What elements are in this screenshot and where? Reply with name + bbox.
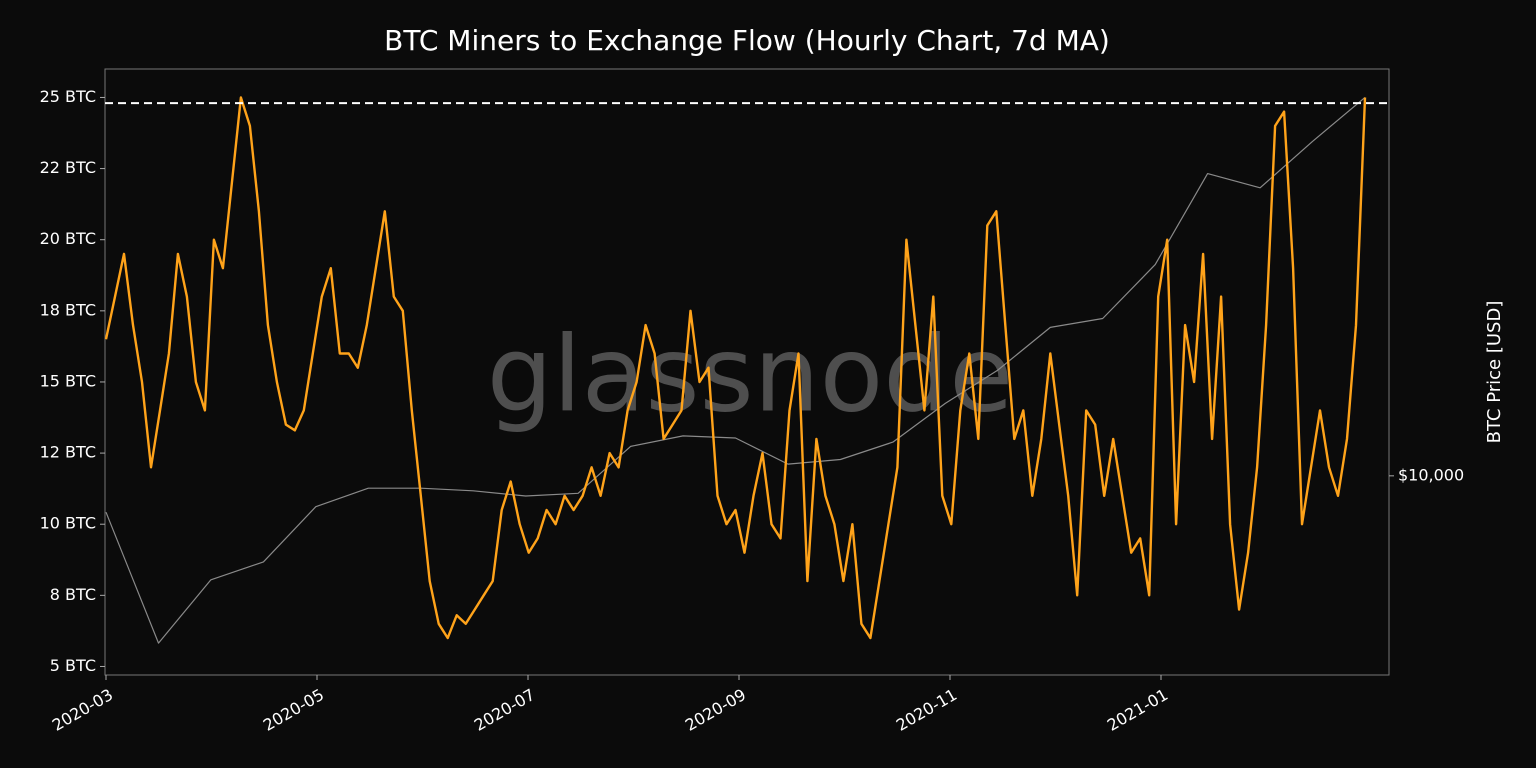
y2-axis-label: BTC Price [USD] xyxy=(1484,301,1505,444)
y-tick-label: 22 BTC xyxy=(40,158,96,177)
series-line xyxy=(105,96,1366,644)
chart-title: BTC Miners to Exchange Flow (Hourly Char… xyxy=(384,24,1110,57)
y2-tick-label: $10,000 xyxy=(1398,465,1464,484)
y-tick-label: 25 BTC xyxy=(40,87,96,106)
y-tick-label: 20 BTC xyxy=(40,229,96,248)
y-tick-label: 18 BTC xyxy=(40,300,96,319)
y-tick-label: 8 BTC xyxy=(50,585,96,604)
plot-frame xyxy=(104,68,1390,676)
watermark: glassnode xyxy=(487,313,1014,435)
y-tick-label: 12 BTC xyxy=(40,443,96,462)
series-line xyxy=(104,96,1367,640)
y-tick-label: 15 BTC xyxy=(40,371,96,390)
y-tick-label: 5 BTC xyxy=(50,656,96,675)
y-tick-label: 10 BTC xyxy=(40,514,96,533)
